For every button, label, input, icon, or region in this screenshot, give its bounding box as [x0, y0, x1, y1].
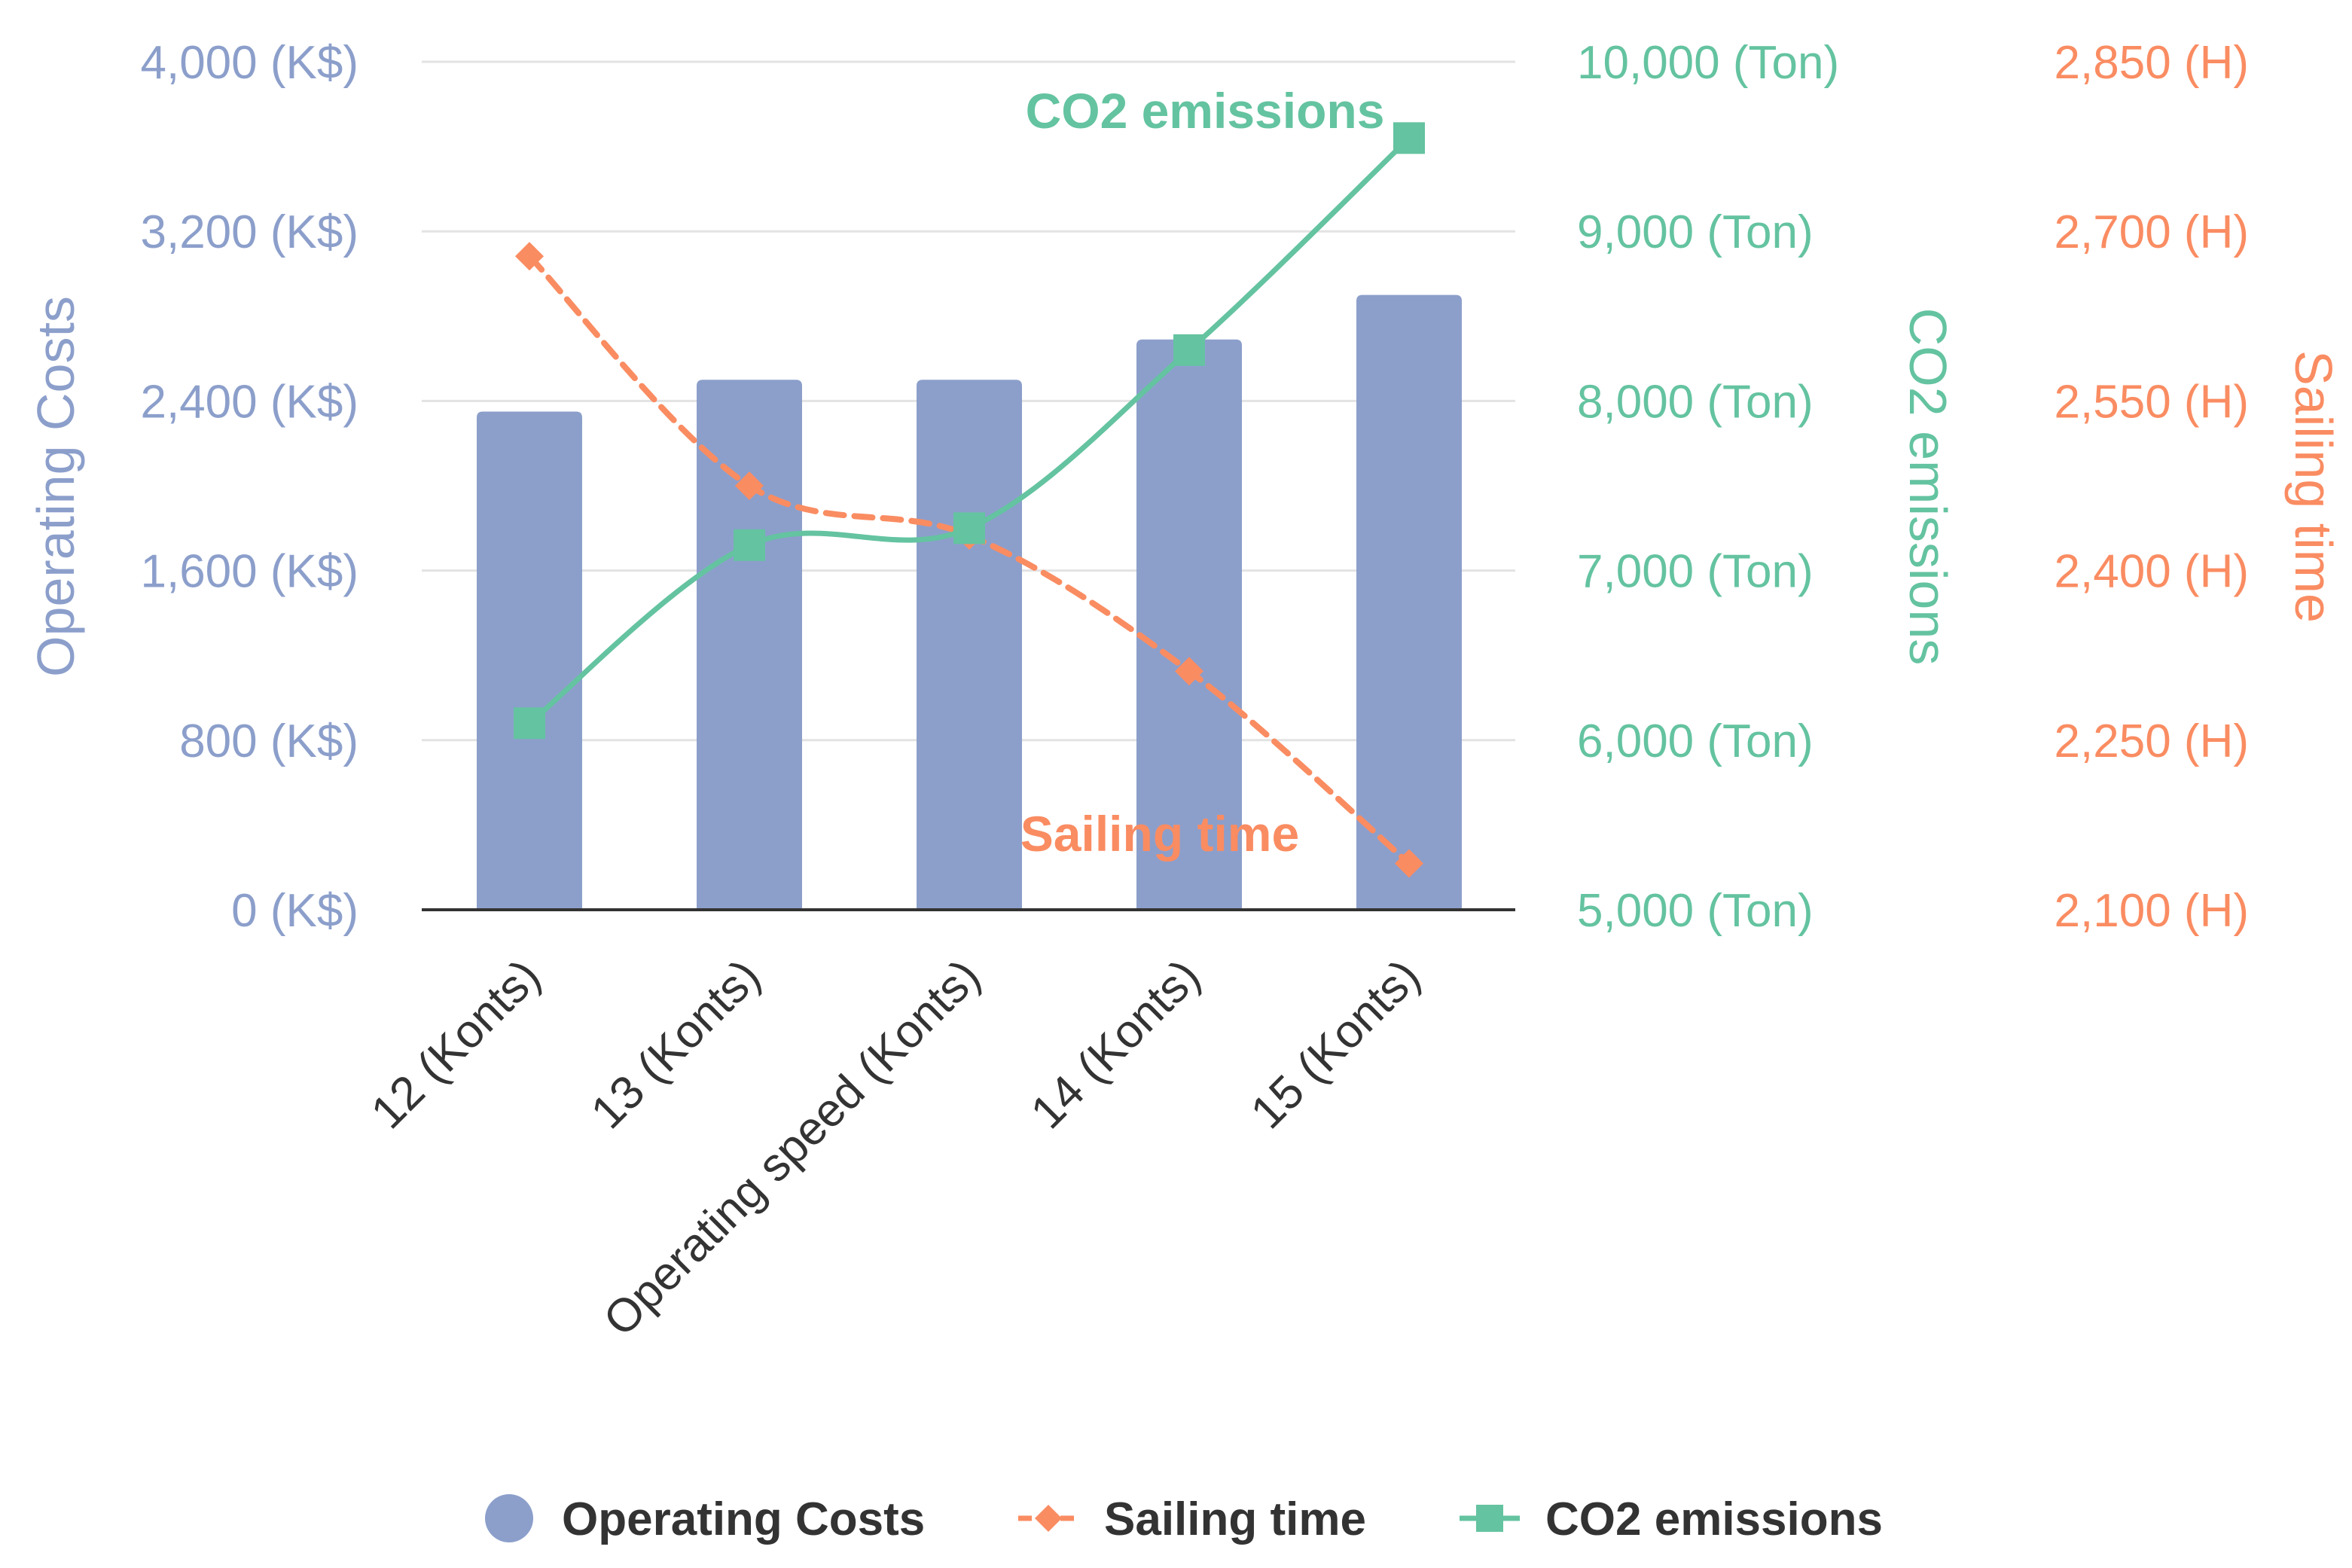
legend-item-co2-emissions[interactable]: CO2 emissions [1460, 1493, 1883, 1545]
legend-label: Sailing time [1104, 1493, 1366, 1545]
legend-item-operating-costs[interactable]: Operating Costs [485, 1493, 925, 1545]
category-label: 12 (Konts) [361, 950, 551, 1139]
sailing-tick-label: 2,250 (H) [2055, 715, 2249, 767]
co2-axis-title: CO2 emissions [1899, 308, 1957, 666]
co2-tick-label: 10,000 (Ton) [1577, 37, 1839, 89]
left-tick-label: 2,400 (K$) [140, 376, 358, 428]
left-tick-label: 800 (K$) [179, 715, 358, 767]
left-tick-label: 0 (K$) [231, 885, 358, 937]
bar-operating-costs [917, 380, 1022, 910]
point-co2-emissions [1173, 334, 1205, 366]
point-co2-emissions [734, 529, 765, 561]
bar-operating-costs [1136, 339, 1242, 910]
left-axis-title: Operating Costs [26, 296, 85, 677]
co2-tick-label: 7,000 (Ton) [1577, 546, 1814, 598]
legend-square-icon [1476, 1505, 1503, 1532]
point-co2-emissions [514, 707, 545, 740]
left-tick-label: 4,000 (K$) [140, 37, 358, 89]
point-sailing-time [735, 471, 764, 500]
co2-tick-label: 5,000 (Ton) [1577, 885, 1814, 937]
co2-annotation: CO2 emissions [1026, 83, 1385, 139]
sailing-tick-label: 2,550 (H) [2055, 376, 2249, 428]
legend-circle-icon [485, 1494, 533, 1542]
sailing-axis-title: Sailing time [2284, 350, 2343, 623]
category-label: 13 (Konts) [581, 950, 770, 1139]
category-label: 15 (Konts) [1241, 950, 1430, 1139]
sailing-tick-label: 2,400 (H) [2055, 546, 2249, 598]
point-sailing-time [1175, 657, 1203, 686]
co2-tick-label: 9,000 (Ton) [1577, 206, 1814, 258]
series-markers [514, 122, 1425, 878]
point-co2-emissions [953, 512, 985, 545]
left-tick-label: 1,600 (K$) [140, 546, 358, 598]
point-sailing-time [515, 242, 544, 271]
sailing-annotation: Sailing time [1020, 806, 1299, 862]
category-labels: 12 (Konts) 13 (Konts)Operating speed (Kon… [361, 950, 1430, 1346]
bar-operating-costs [1356, 294, 1462, 910]
sailing-tick-label: 2,100 (H) [2055, 885, 2249, 937]
co2-tick-label: 6,000 (Ton) [1577, 715, 1814, 767]
sailing-tick-label: 2,850 (H) [2055, 37, 2249, 89]
category-label: Operating speed (Konts) [593, 950, 990, 1346]
left-tick-label: 3,200 (K$) [140, 206, 358, 258]
co2-axis-ticks: 5,000 (Ton) 6,000 (Ton) 7,000 (Ton) 8,000 (… [1577, 37, 1839, 937]
bar-operating-costs [697, 380, 802, 910]
point-co2-emissions [1393, 122, 1425, 154]
sailing-tick-label: 2,700 (H) [2055, 206, 2249, 258]
sailing-axis-ticks: 2,100 (H) 2,250 (H) 2,400 (H) 2,550 (H) 2,70… [2055, 37, 2249, 937]
legend-label: CO2 emissions [1545, 1493, 1883, 1545]
legend: Operating Costs Sailing time CO2 emissio… [485, 1493, 1883, 1545]
category-label: 14 (Konts) [1021, 950, 1210, 1139]
point-sailing-time [1395, 849, 1423, 878]
operating-costs-bars [477, 294, 1462, 910]
legend-diamond-icon [1035, 1505, 1062, 1532]
legend-item-sailing-time[interactable]: Sailing time [1018, 1493, 1366, 1545]
left-axis-ticks: 0 (K$) 800 (K$) 1,600 (K$) 2,400 (K$) 3,200 … [140, 37, 358, 937]
legend-label: Operating Costs [562, 1493, 925, 1545]
bar-operating-costs [477, 411, 582, 910]
co2-tick-label: 8,000 (Ton) [1577, 376, 1814, 428]
